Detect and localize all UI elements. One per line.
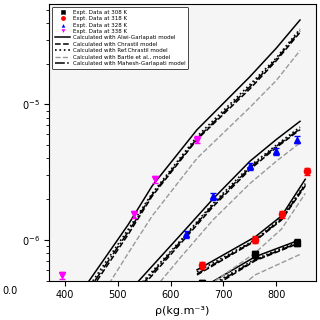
Text: 0.0: 0.0 — [2, 286, 17, 296]
Legend: Expt. Data at 308 K, Expt. Data at 318 K, Expt. Data at 328 K, Expt. Data at 338: Expt. Data at 308 K, Expt. Data at 318 K… — [52, 7, 188, 68]
X-axis label: ρ(kg.m⁻³): ρ(kg.m⁻³) — [155, 306, 210, 316]
